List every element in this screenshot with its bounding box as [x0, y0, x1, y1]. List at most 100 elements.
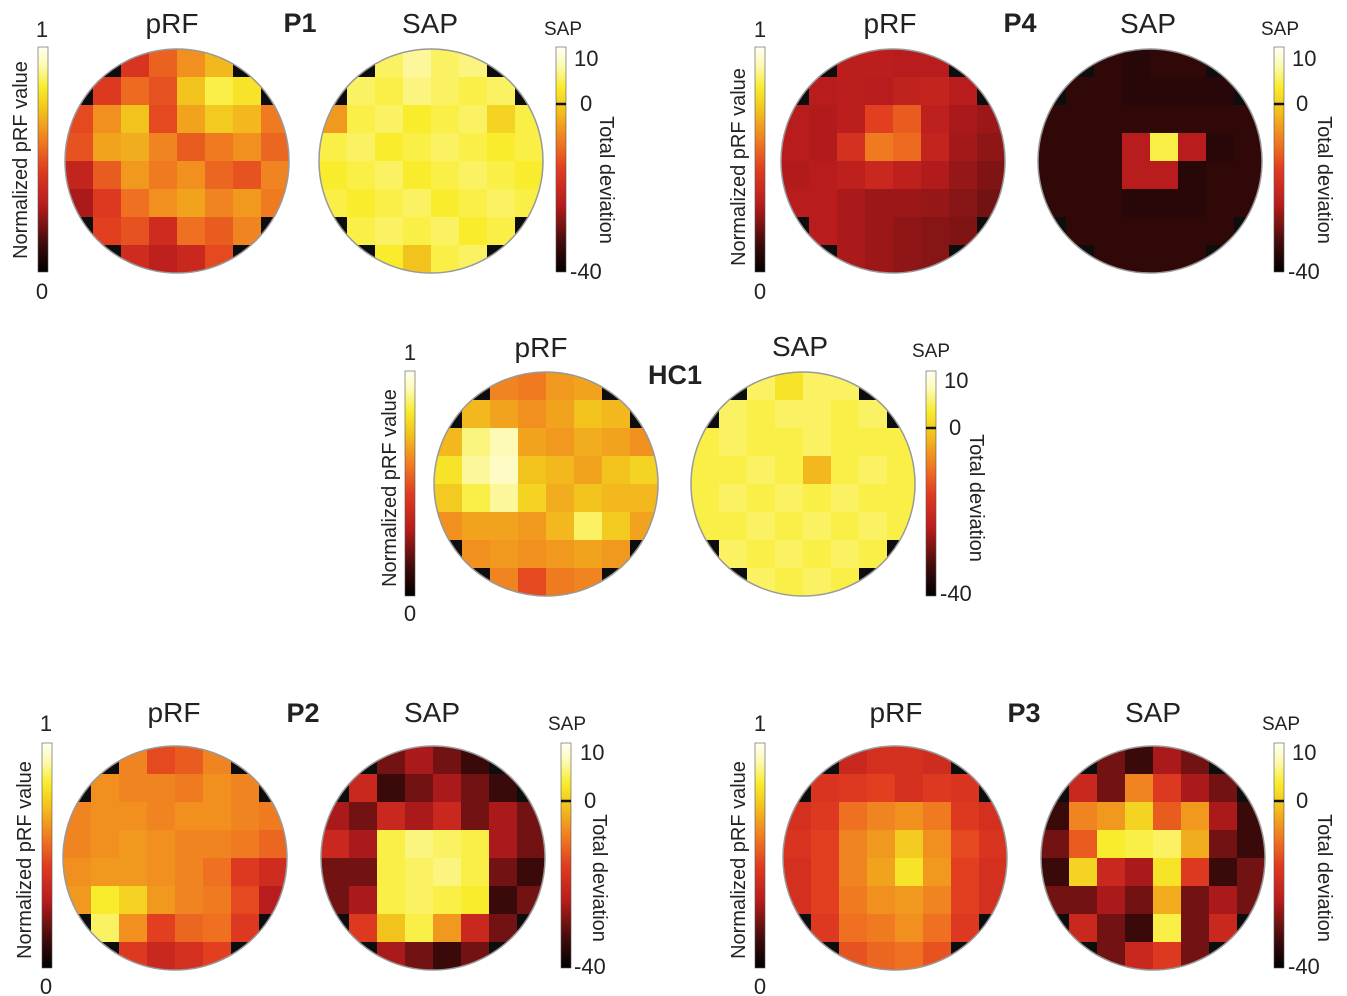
heatmap-cell	[518, 400, 547, 429]
heatmap-cell	[949, 217, 978, 246]
prf-colorbar-label: Normalized pRF value	[10, 61, 32, 259]
heatmap-cell	[837, 245, 866, 273]
heatmap-cell	[65, 133, 94, 162]
heatmap-cell	[231, 830, 260, 859]
heatmap-cell	[259, 830, 287, 859]
heatmap-cell	[63, 858, 92, 887]
sap-colorbar-tick-neg40: -40	[570, 259, 602, 284]
heatmap-cell	[719, 428, 748, 457]
prf-title: pRF	[515, 332, 568, 363]
heatmap-cell	[177, 133, 206, 162]
heatmap-cell	[518, 512, 547, 541]
heatmap-cell	[839, 942, 868, 970]
sap-colorbar-label: Total deviation	[1313, 814, 1335, 942]
heatmap-cell	[895, 942, 924, 970]
heatmap-cell	[433, 858, 462, 887]
heatmap-cell	[1150, 245, 1179, 273]
heatmap-cell	[147, 774, 176, 803]
heatmap-cell	[203, 774, 232, 803]
prf-colorbar	[754, 46, 766, 273]
heatmap-cell	[865, 105, 894, 134]
heatmap-cell	[1125, 858, 1154, 887]
heatmap-cell	[433, 914, 462, 943]
heatmap-cell	[837, 77, 866, 106]
heatmap-cell	[865, 161, 894, 190]
heatmap-outline	[1040, 745, 1266, 971]
heatmap-cell	[490, 428, 519, 457]
heatmap-mask-cell	[63, 746, 92, 775]
heatmap-cell	[923, 858, 952, 887]
heatmap-cell	[63, 830, 92, 859]
heatmap-cell	[433, 886, 462, 915]
prf-colorbar-label: Normalized pRF value	[728, 68, 750, 266]
heatmap-cell	[518, 484, 547, 513]
heatmap-cell	[1150, 217, 1179, 246]
heatmap-mask-cell	[1206, 245, 1235, 273]
heatmap-mask-cell	[859, 568, 888, 596]
heatmap-cell	[459, 133, 488, 162]
heatmap-cell	[1122, 245, 1151, 273]
heatmap-cell	[859, 484, 888, 513]
heatmap-cell	[867, 746, 896, 775]
heatmap-cell	[893, 217, 922, 246]
heatmap-cell	[781, 133, 810, 162]
heatmap-mask-cell	[949, 245, 978, 273]
heatmap-cell	[405, 942, 434, 970]
heatmap-mask-cell	[1237, 746, 1265, 775]
heatmap-cell	[602, 484, 631, 513]
heatmap-cell	[431, 189, 460, 218]
heatmap-cell	[951, 858, 980, 887]
heatmap-cell	[775, 428, 804, 457]
heatmap-cell	[775, 456, 804, 485]
heatmap-cell	[119, 886, 148, 915]
heatmap-cell	[149, 189, 178, 218]
heatmap-cell	[177, 161, 206, 190]
heatmap-cell	[1153, 774, 1182, 803]
heatmap-cell	[775, 512, 804, 541]
heatmap-cell	[93, 161, 122, 190]
heatmap-mask-cell	[261, 245, 289, 273]
heatmap-cell	[803, 372, 832, 401]
heatmap-mask-cell	[1234, 49, 1262, 78]
heatmap-cell	[434, 484, 463, 513]
heatmap-cell	[203, 886, 232, 915]
heatmap-cell	[979, 858, 1007, 887]
heatmap-cell	[1097, 914, 1126, 943]
heatmap-cell	[1181, 774, 1210, 803]
heatmap-cell	[517, 802, 545, 831]
heatmap-cell	[403, 105, 432, 134]
heatmap-cell	[1097, 858, 1126, 887]
heatmap-cell	[775, 484, 804, 513]
heatmap-cell	[923, 830, 952, 859]
heatmap-cell	[775, 372, 804, 401]
heatmap-cell	[321, 830, 350, 859]
heatmap-cell	[719, 484, 748, 513]
heatmap-cell	[831, 484, 860, 513]
heatmap-cell	[490, 400, 519, 429]
heatmap-cell	[1237, 802, 1265, 831]
heatmap-cell	[747, 428, 776, 457]
heatmap-cell	[803, 400, 832, 429]
sap-colorbar-tick-neg40: -40	[574, 954, 606, 979]
sap-colorbar-header: SAP	[912, 341, 950, 362]
heatmap-cell	[1206, 161, 1235, 190]
heatmap-mask-cell	[977, 245, 1005, 273]
heatmap-cell	[719, 512, 748, 541]
heatmap-mask-cell	[1234, 245, 1262, 273]
heatmap-cell	[375, 105, 404, 134]
heatmap-cell	[803, 428, 832, 457]
heatmap-cell	[775, 540, 804, 569]
heatmap-cell	[895, 830, 924, 859]
sap-colorbar-tick-0: 0	[949, 415, 961, 440]
heatmap-cell	[1069, 802, 1098, 831]
heatmap-cell	[375, 161, 404, 190]
sap-colorbar-tick-0: 0	[1296, 91, 1308, 116]
heatmap-cell	[951, 774, 980, 803]
heatmap-cell	[91, 886, 120, 915]
heatmap-cell	[515, 105, 543, 134]
heatmap-cell	[1122, 161, 1151, 190]
panel-hc1: pRF HC1 SAP 1 0 Normalized pRF value SAP…	[379, 331, 987, 626]
heatmap-mask-cell	[783, 942, 812, 970]
patient-label: P2	[286, 698, 319, 728]
heatmap-cell	[867, 802, 896, 831]
